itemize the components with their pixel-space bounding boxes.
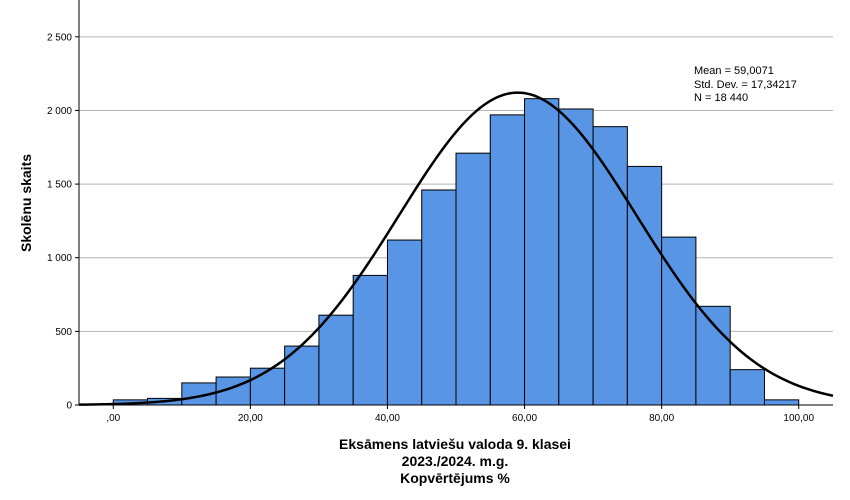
histogram-bar-11 — [489, 114, 526, 406]
y-tick-label-1: 500 — [55, 327, 72, 338]
x-tick-label-4: 80,00 — [649, 413, 674, 424]
y-axis-label: Skolēnu skaits — [18, 154, 34, 252]
x-tick-label-5: 100,00 — [783, 413, 814, 424]
histogram-bar-9 — [421, 189, 457, 406]
histogram-bar-18 — [729, 369, 765, 406]
histogram-bar-10 — [455, 152, 491, 406]
y-tick-label-3: 1 500 — [47, 180, 72, 191]
x-tick-label-1: 20,00 — [238, 413, 263, 424]
x-axis-label-line-1: Eksāmens latviešu valoda 9. klasei — [339, 436, 571, 452]
stats-mean: Mean = 59,0071 — [694, 65, 774, 77]
x-tick-labels: ,00 20,00 40,00 60,00 80,00 100,00 — [106, 405, 814, 424]
normal-curve-line — [78, 91, 834, 406]
x-axis-label-line-3: Kopvērtējums % — [400, 470, 510, 486]
histogram-bar-14 — [592, 126, 628, 406]
axes — [78, 0, 833, 406]
x-tick-label-3: 60,00 — [512, 413, 537, 424]
histogram-bar-4 — [249, 367, 286, 406]
stats-std-dev: Std. Dev. = 17,34217 — [694, 79, 797, 91]
y-tick-label-5: 2 500 — [47, 32, 72, 43]
y-tick-label-4: 2 000 — [47, 106, 72, 117]
histogram-bar-7 — [352, 274, 388, 406]
histogram-bar-8 — [386, 239, 423, 406]
histogram-bars — [112, 98, 800, 406]
histogram-bar-13 — [558, 108, 594, 406]
histogram-bar-19 — [763, 399, 800, 406]
histogram-bar-17 — [695, 305, 731, 406]
histogram-bar-12 — [524, 98, 560, 406]
x-axis-label-line-2: 2023./2024. m.g. — [402, 453, 509, 469]
y-tick-label-2: 1 000 — [47, 253, 72, 264]
histogram-bar-15 — [626, 165, 663, 406]
x-tick-label-0: ,00 — [106, 413, 120, 424]
y-tick-labels: 0 500 1 000 1 500 2 000 2 500 — [47, 32, 79, 412]
stats-n: N = 18 440 — [694, 92, 748, 104]
x-tick-label-2: 40,00 — [375, 413, 400, 424]
y-tick-label-0: 0 — [66, 401, 72, 412]
histogram-bar-6 — [318, 314, 354, 406]
